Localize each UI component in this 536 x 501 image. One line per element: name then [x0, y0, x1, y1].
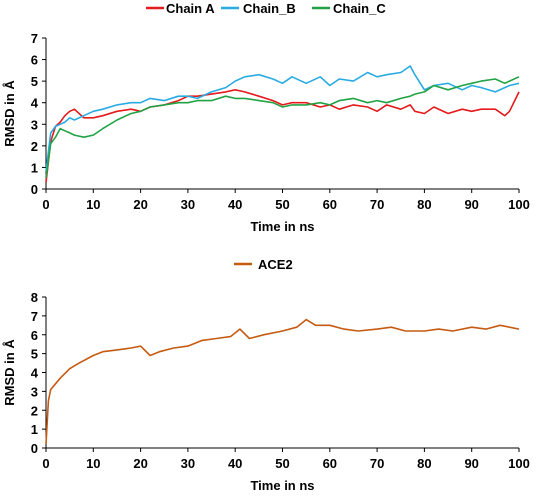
- y-tick-label: 4: [31, 366, 39, 381]
- y-tick-label: 3: [31, 117, 38, 132]
- y-tick-label: 3: [31, 384, 38, 399]
- series-line-chain-b: [45, 65, 520, 172]
- x-tick-label: 30: [181, 456, 195, 471]
- x-tick-label: 90: [464, 197, 478, 212]
- x-tick-label: 10: [86, 197, 100, 212]
- y-tick-label: 5: [31, 347, 38, 362]
- x-tick-label: 80: [417, 197, 431, 212]
- series-line-chain-a: [45, 89, 520, 183]
- x-tick-label: 100: [508, 197, 530, 212]
- x-tick-label: 50: [275, 197, 289, 212]
- x-tick-label: 10: [86, 456, 100, 471]
- y-tick-label: 2: [31, 139, 38, 154]
- y-axis-title: RMSD in Å: [2, 80, 17, 147]
- chart-panel-1: 0 10 20 30 40 50 60 70 80 90 100 0 1 2 3 4 5 6 7 Time in ns…: [2, 1, 530, 234]
- y-tick-label: 1: [31, 160, 38, 175]
- y-tick-label: 1: [31, 422, 38, 437]
- x-axis-title: Time in ns: [250, 478, 314, 493]
- y-tick-label: 2: [31, 403, 38, 418]
- legend-label: Chain_C: [333, 1, 386, 16]
- y-tick-label: 7: [31, 31, 38, 46]
- x-tick-label: 80: [417, 456, 431, 471]
- legend-label: Chain_B: [243, 1, 296, 16]
- x-tick-label: 90: [464, 456, 478, 471]
- y-tick-label: 8: [31, 290, 38, 305]
- y-tick-label: 0: [31, 182, 38, 197]
- chart-panel-2: 0 10 20 30 40 50 60 70 80 90 100 0 1 2 3 4 5 6 7 8 Time in n…: [2, 257, 530, 493]
- y-tick-label: 6: [31, 328, 38, 343]
- x-tick-label: 60: [323, 456, 337, 471]
- legend-label: ACE2: [258, 257, 293, 272]
- x-tick-label: 0: [42, 197, 49, 212]
- y-axis-title: RMSD in Å: [2, 339, 17, 406]
- y-tick-label: 0: [31, 441, 38, 456]
- y-tick-label: 4: [31, 96, 39, 111]
- x-tick-label: 100: [508, 456, 530, 471]
- x-tick-label: 50: [275, 456, 289, 471]
- series-line-chain-c: [45, 76, 520, 179]
- legend-label: Chain A: [166, 1, 215, 16]
- x-axis-title: Time in ns: [250, 219, 314, 234]
- y-tick-label: 6: [31, 53, 38, 68]
- x-tick-label: 40: [228, 456, 242, 471]
- x-tick-label: 70: [370, 456, 384, 471]
- x-tick-label: 0: [42, 456, 49, 471]
- series-line-ace2: [45, 318, 520, 445]
- x-tick-label: 40: [228, 197, 242, 212]
- x-tick-label: 20: [133, 456, 147, 471]
- x-tick-label: 20: [133, 197, 147, 212]
- x-tick-label: 70: [370, 197, 384, 212]
- x-tick-label: 60: [323, 197, 337, 212]
- y-tick-label: 5: [31, 74, 38, 89]
- x-tick-label: 30: [181, 197, 195, 212]
- y-tick-label: 7: [31, 309, 38, 324]
